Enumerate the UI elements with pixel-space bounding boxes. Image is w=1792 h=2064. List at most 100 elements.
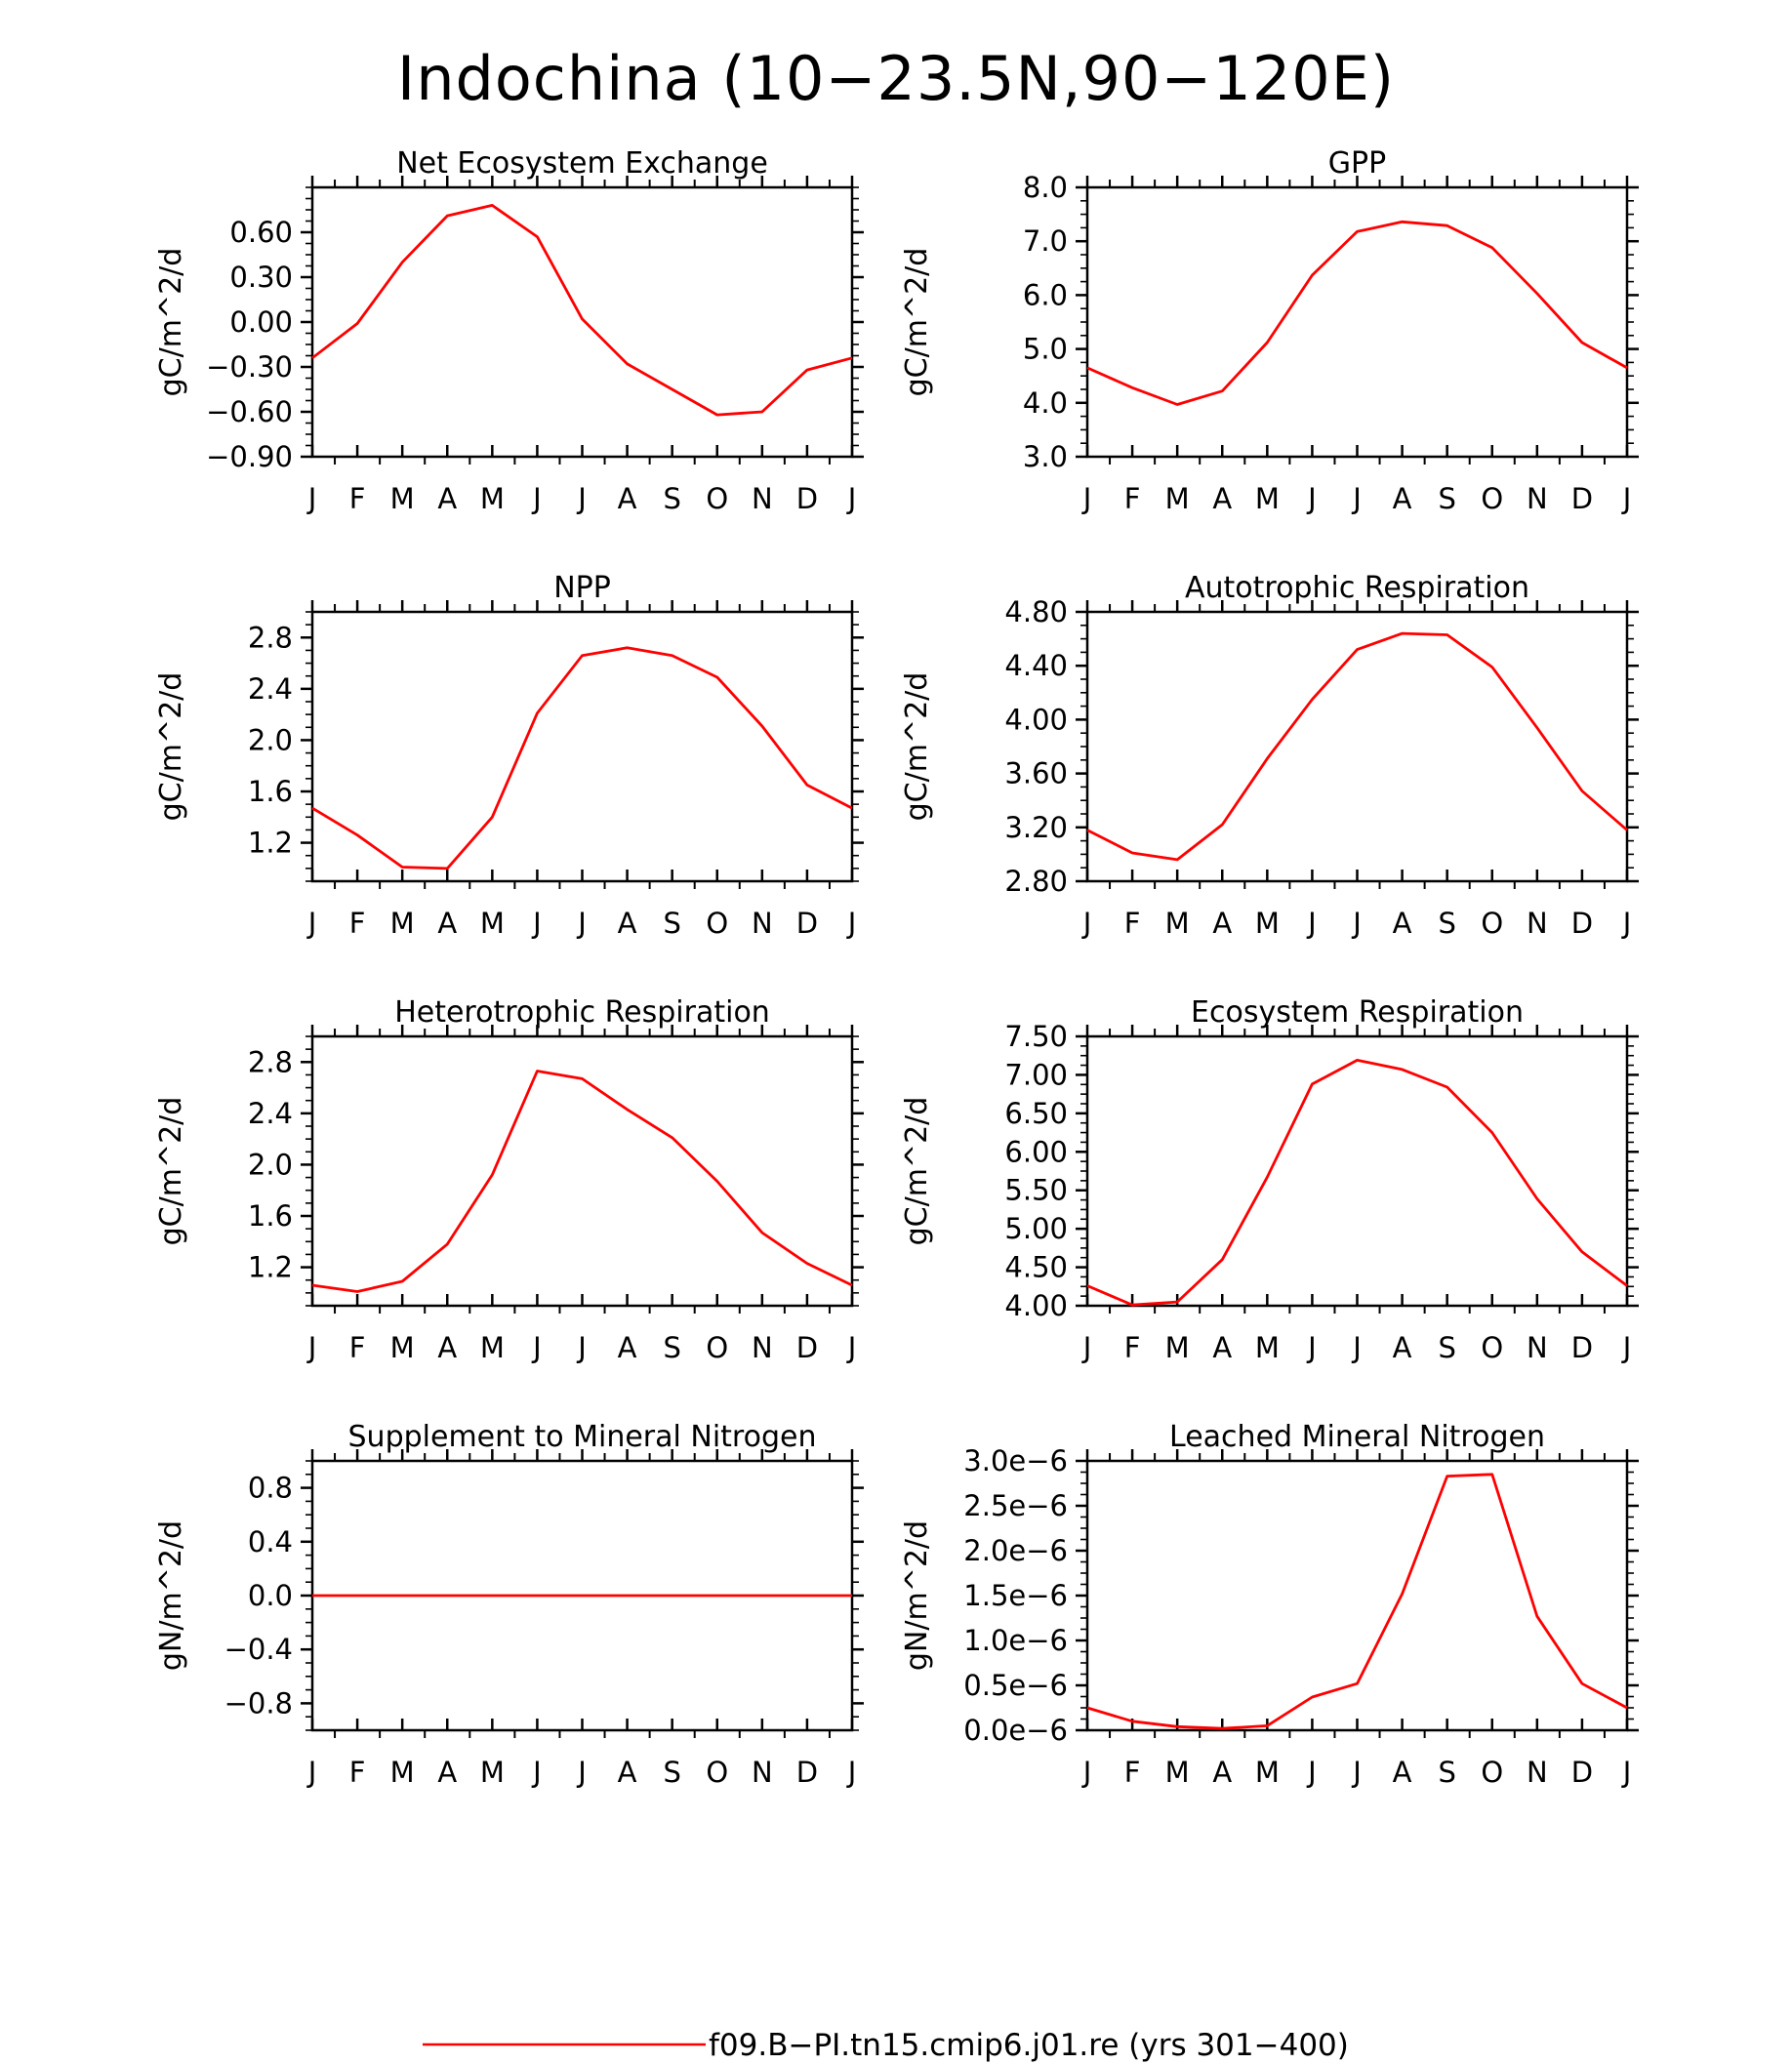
x-tick-label: D [1571,482,1593,515]
x-tick-label: M [1165,1756,1190,1789]
y-tick-label: 6.50 [1004,1097,1068,1130]
x-tick-label: N [752,907,773,940]
y-tick-label: 5.0 [1023,333,1068,366]
x-tick-label: J [1081,1331,1092,1364]
y-tick-label: 5.00 [1004,1212,1068,1245]
y-tick-label: 2.0 [248,1148,293,1181]
x-tick-label: M [480,482,505,515]
x-tick-label: J [1306,907,1317,940]
x-tick-label: N [1527,907,1548,940]
x-tick-label: J [306,907,317,940]
x-tick-label: J [1351,482,1362,515]
x-tick-label: N [752,1756,773,1789]
y-tick-label: 2.0e−6 [963,1534,1068,1567]
y-tick-label: 0.0e−6 [963,1714,1068,1747]
x-tick-label: O [706,907,728,940]
y-axis-label: gC/m^2/d [154,672,188,822]
y-tick-label: 4.40 [1004,649,1068,682]
y-tick-label: 5.50 [1004,1174,1068,1207]
series-line [311,1070,853,1293]
x-tick-label: M [1255,1756,1280,1789]
y-tick-label: 8.0 [1023,171,1068,204]
y-tick-label: −0.60 [206,395,293,428]
x-tick-label: J [1621,1331,1632,1364]
x-tick-label: D [796,482,818,515]
x-tick-label: N [752,1331,773,1364]
plot-frame [1085,185,1629,459]
x-tick-label: N [1527,482,1548,515]
y-tick-label: 4.00 [1004,703,1068,736]
x-tick-label: N [752,482,773,515]
y-tick-label: 4.50 [1004,1251,1068,1284]
series-line [1086,1473,1628,1730]
panel-title: Net Ecosystem Exchange [396,146,768,181]
x-tick-label: A [1393,907,1412,940]
x-tick-label: O [1481,482,1503,515]
x-tick-label: J [531,1331,542,1364]
x-tick-label: J [1621,907,1632,940]
x-tick-label: D [796,1331,818,1364]
y-tick-label: 1.0e−6 [963,1624,1068,1657]
x-tick-label: D [796,907,818,940]
y-tick-label: 7.00 [1004,1058,1068,1091]
x-tick-label: J [576,1756,587,1789]
x-tick-label: M [480,1756,505,1789]
x-tick-label: D [796,1756,818,1789]
y-tick-label: 0.5e−6 [963,1669,1068,1702]
panel-title: NPP [553,571,611,605]
x-tick-label: S [663,907,680,940]
x-tick-label: O [1481,1331,1503,1364]
y-tick-label: 2.0 [248,723,293,756]
x-tick-label: J [531,907,542,940]
y-tick-label: 3.0e−6 [963,1444,1068,1477]
y-axis-label: gC/m^2/d [154,248,188,397]
y-tick-label: 7.0 [1023,224,1068,258]
y-tick-label: 2.80 [1004,865,1068,898]
panel-title: Heterotrophic Respiration [394,995,770,1030]
x-tick-label: J [576,482,587,515]
x-tick-label: J [1351,1756,1362,1789]
y-axis-label: gC/m^2/d [900,248,934,397]
x-tick-label: M [1255,1331,1280,1364]
y-tick-label: 2.5e−6 [963,1489,1068,1522]
x-tick-label: A [618,1331,637,1364]
x-tick-label: J [531,1756,542,1789]
x-tick-label: S [1438,1331,1455,1364]
y-tick-label: 2.4 [248,672,293,706]
y-tick-label: 2.8 [248,621,293,654]
x-tick-label: F [349,482,366,515]
x-tick-label: F [1124,907,1141,940]
x-tick-label: F [349,907,366,940]
x-tick-label: M [480,1331,505,1364]
plot-frame [310,610,854,883]
y-tick-label: 0.30 [229,261,293,294]
x-tick-label: M [1165,1331,1190,1364]
x-tick-label: J [1621,482,1632,515]
x-tick-label: M [390,1331,415,1364]
legend-label: f09.B−PI.tn15.cmip6.j01.re (yrs 301−400) [709,2028,1349,2063]
x-tick-label: J [1621,1756,1632,1789]
y-tick-label: 4.0 [1023,386,1068,420]
x-tick-label: A [1393,482,1412,515]
x-tick-label: J [1351,1331,1362,1364]
x-tick-label: M [1255,907,1280,940]
y-axis-label: gN/m^2/d [154,1520,188,1671]
series-line [1086,631,1628,862]
y-tick-label: 2.8 [248,1045,293,1078]
y-tick-label: 6.0 [1023,278,1068,311]
x-tick-label: M [390,907,415,940]
plot-frame [310,185,854,459]
y-tick-label: 0.0 [248,1579,293,1612]
legend: f09.B−PI.tn15.cmip6.j01.re (yrs 301−400) [423,2028,1349,2063]
x-tick-label: M [1255,482,1280,515]
x-tick-label: M [390,482,415,515]
y-tick-label: 7.50 [1004,1020,1068,1053]
x-tick-label: J [1306,482,1317,515]
y-tick-label: 1.5e−6 [963,1579,1068,1612]
x-tick-label: A [1212,482,1232,515]
panel-title: Supplement to Mineral Nitrogen [348,1420,817,1454]
